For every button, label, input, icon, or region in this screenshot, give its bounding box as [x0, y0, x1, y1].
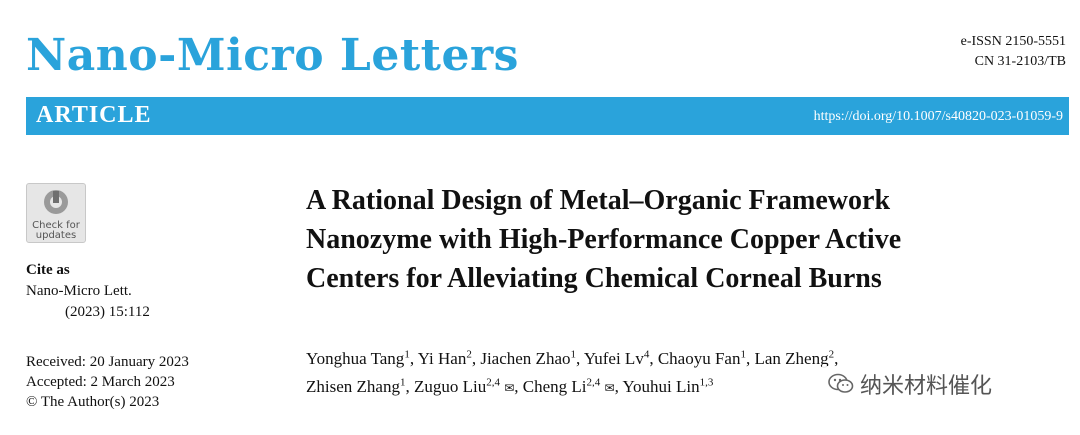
email-icon[interactable]: ✉ [604, 381, 615, 395]
author-affiliation: 4 [643, 348, 650, 361]
author-affiliation: 1 [399, 376, 406, 389]
badge-line1: Check for [32, 220, 80, 231]
check-for-updates-badge[interactable]: Check for updates [26, 183, 86, 243]
author-list: Yonghua Tang1, Yi Han2, Jiachen Zhao1, Y… [306, 348, 839, 396]
author-name: Zhisen Zhang [306, 377, 400, 396]
badge-line2: updates [35, 230, 77, 241]
cn-number: CN 31-2103/TB [974, 54, 1066, 69]
watermark: 纳米材料催化 [822, 366, 999, 402]
title-line: Nanozyme with High-Performance Copper Ac… [306, 224, 902, 255]
dates-block: Received: 20 January 2023 Accepted: 2 Ma… [26, 352, 189, 412]
cite-journal: Nano-Micro Lett. [26, 283, 132, 299]
cite-volume: (2023) 15:112 [65, 304, 150, 320]
cite-heading: Cite as [26, 262, 70, 278]
author-name: Yufei Lv [583, 349, 644, 368]
eissn: e-ISSN 2150-5551 [960, 34, 1066, 49]
author-name: Lan Zheng [754, 349, 829, 368]
author-name: Yonghua Tang [306, 349, 405, 368]
author-name: Zuguo Liu [413, 377, 487, 396]
author-name: Cheng Li [522, 377, 587, 396]
copyright: © The Author(s) 2023 [26, 394, 160, 410]
email-icon[interactable]: ✉ [504, 381, 515, 395]
author-name: Jiachen Zhao [480, 349, 571, 368]
article-type: ARTICLE [36, 102, 152, 128]
crossmark-icon [44, 190, 68, 214]
author-name: Chaoyu Fan [657, 349, 741, 368]
author-affiliation: 1 [740, 348, 746, 361]
doi-link[interactable]: https://doi.org/10.1007/s40820-023-01059… [813, 109, 1063, 124]
article-banner: ARTICLE https://doi.org/10.1007/s40820-0… [26, 97, 1069, 135]
accepted-date: Accepted: 2 March 2023 [26, 374, 175, 390]
author-affiliation: 2,4 [486, 376, 500, 389]
author-affiliation: 1 [404, 348, 410, 361]
author-affiliation: 2,4 [586, 376, 601, 389]
author-affiliation: 2 [828, 348, 835, 361]
watermark-text: 纳米材料催化 [860, 374, 993, 399]
title-line: A Rational Design of Metal–Organic Frame… [306, 185, 891, 216]
author-name: Youhui Lin [622, 377, 700, 396]
article-title: A Rational Design of Metal–Organic Frame… [306, 181, 1046, 298]
received-date: Received: 20 January 2023 [26, 354, 189, 370]
wechat-icon [828, 373, 854, 393]
title-line: Centers for Alleviating Chemical Corneal… [306, 263, 882, 294]
issn-block: e-ISSN 2150-5551 CN 31-2103/TB [961, 32, 1066, 72]
author-name: Yi Han [417, 349, 467, 368]
author-affiliation: 2 [466, 348, 472, 361]
author-affiliation: 1,3 [699, 376, 714, 389]
journal-name: Nano-Micro Letters [26, 30, 519, 81]
author-affiliation: 1 [570, 348, 576, 361]
